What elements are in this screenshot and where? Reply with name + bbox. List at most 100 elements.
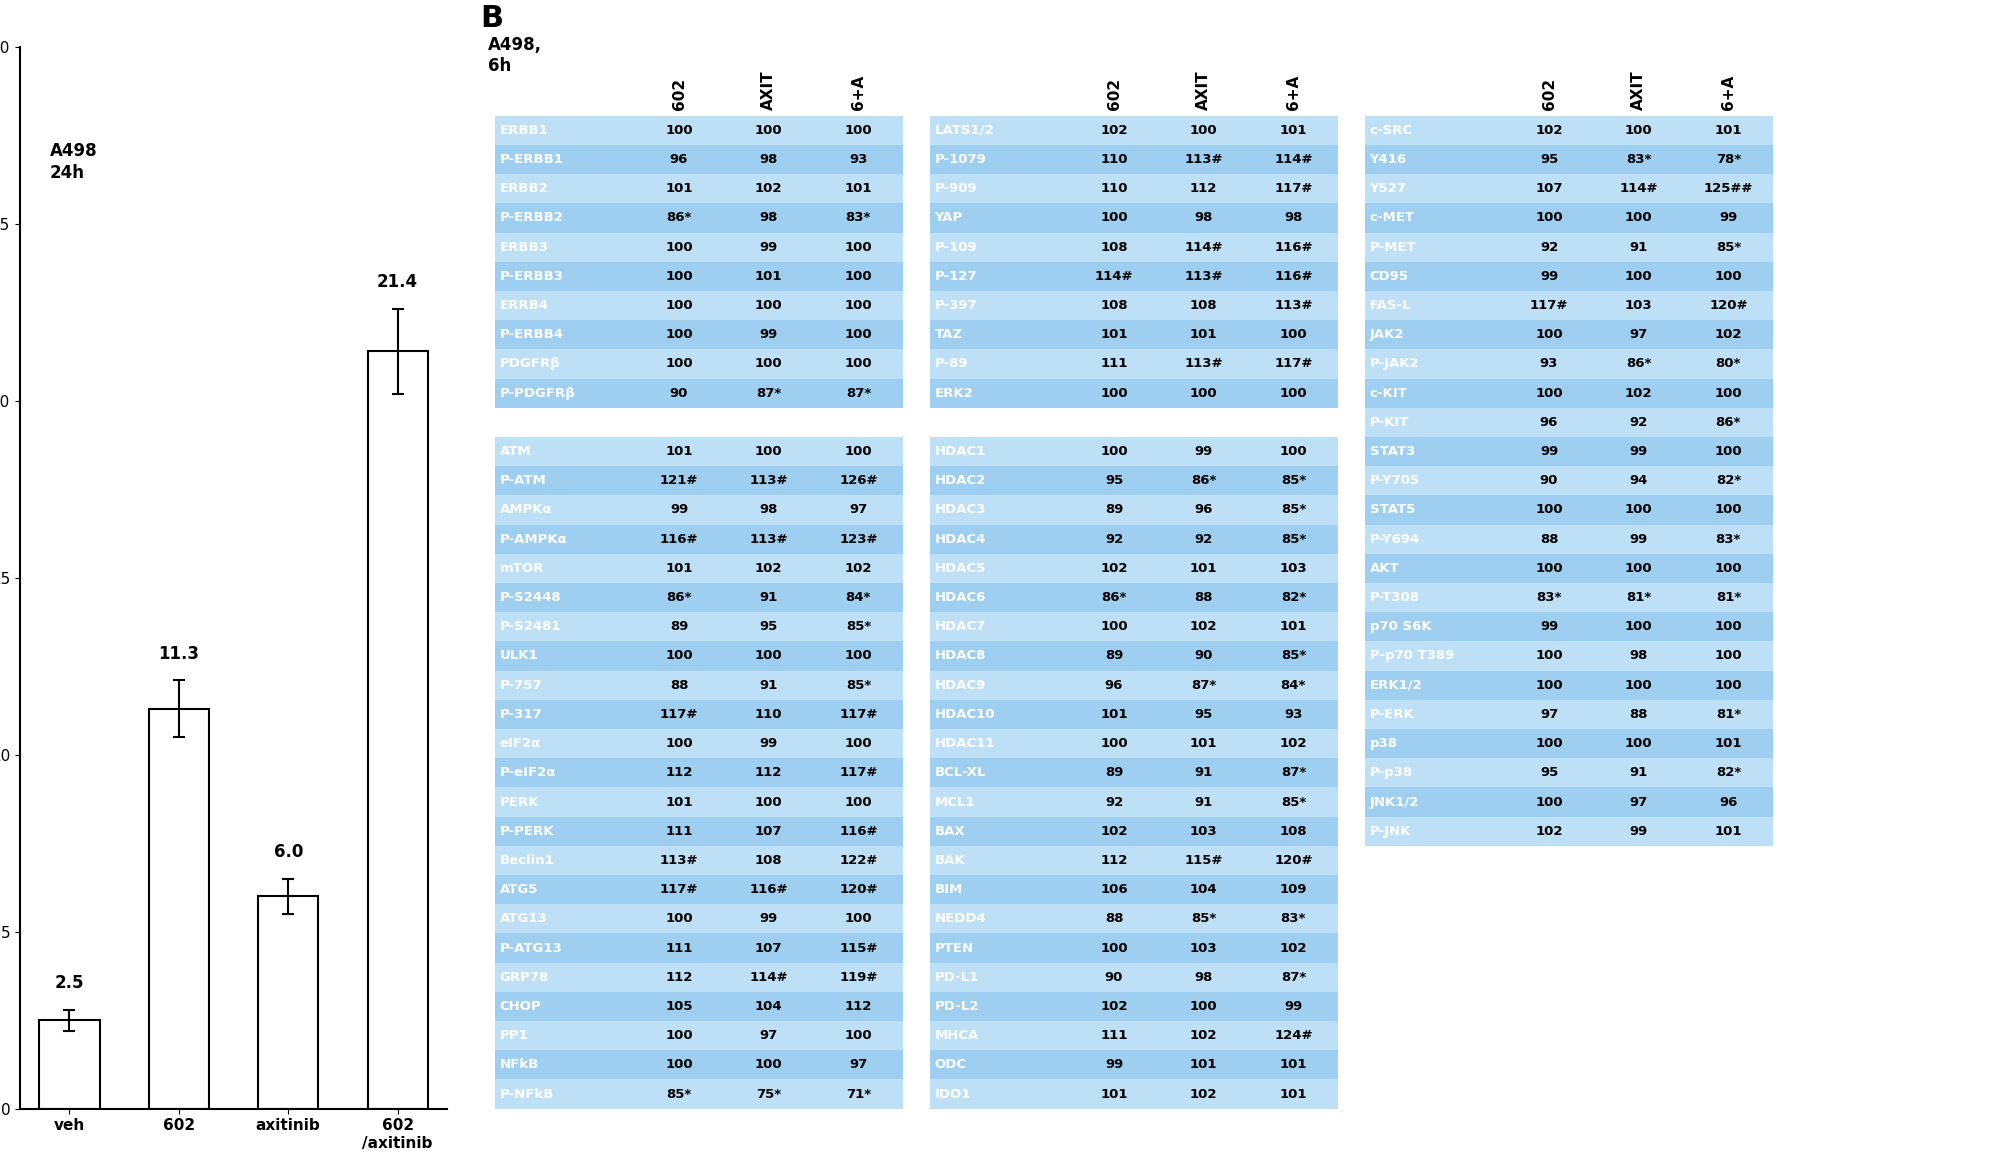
Text: 75*: 75* bbox=[756, 1088, 782, 1100]
Text: 101: 101 bbox=[1190, 738, 1218, 750]
Text: 87*: 87* bbox=[1280, 971, 1306, 984]
Text: 6+A: 6+A bbox=[1286, 75, 1300, 111]
Text: 86*: 86* bbox=[1716, 415, 1742, 428]
Text: 105: 105 bbox=[666, 1000, 692, 1013]
Text: 85*: 85* bbox=[846, 679, 872, 692]
Text: 100: 100 bbox=[844, 328, 872, 341]
Text: 93: 93 bbox=[1540, 357, 1558, 370]
Text: p38: p38 bbox=[1370, 738, 1398, 750]
Text: 101: 101 bbox=[1280, 124, 1308, 137]
Text: 100: 100 bbox=[666, 357, 692, 370]
Text: 114#: 114# bbox=[1094, 270, 1134, 282]
Text: HDAC10: HDAC10 bbox=[934, 708, 996, 721]
Text: 95: 95 bbox=[1104, 474, 1124, 488]
Text: 117#: 117# bbox=[840, 767, 878, 780]
Text: 100: 100 bbox=[754, 357, 782, 370]
Text: 116#: 116# bbox=[1274, 270, 1312, 282]
Text: 88: 88 bbox=[1104, 913, 1124, 925]
Text: mTOR: mTOR bbox=[500, 561, 544, 575]
Text: c-KIT: c-KIT bbox=[1370, 386, 1408, 399]
Text: 89: 89 bbox=[1104, 503, 1124, 517]
Text: 100: 100 bbox=[754, 445, 782, 459]
Bar bbox=[930, 466, 1338, 495]
Text: 100: 100 bbox=[1714, 270, 1742, 282]
Text: 102: 102 bbox=[1536, 124, 1562, 137]
Bar bbox=[496, 436, 904, 466]
Text: 112: 112 bbox=[844, 1000, 872, 1013]
Text: 97: 97 bbox=[760, 1029, 778, 1042]
Text: CD95: CD95 bbox=[1370, 270, 1408, 282]
Text: P-S2481: P-S2481 bbox=[500, 621, 562, 634]
Text: CHOP: CHOP bbox=[500, 1000, 542, 1013]
Bar bbox=[930, 291, 1338, 320]
Text: 100: 100 bbox=[1280, 328, 1308, 341]
Text: 100: 100 bbox=[1536, 386, 1562, 399]
Text: 108: 108 bbox=[1190, 299, 1218, 312]
Text: 97: 97 bbox=[850, 503, 868, 517]
Bar bbox=[496, 291, 904, 320]
Text: 85*: 85* bbox=[846, 621, 872, 634]
Text: YAP: YAP bbox=[934, 211, 962, 224]
Bar bbox=[496, 729, 904, 759]
Text: 89: 89 bbox=[1104, 767, 1124, 780]
Text: 114#: 114# bbox=[1620, 182, 1658, 195]
Text: ERK2: ERK2 bbox=[934, 386, 974, 399]
Text: 117#: 117# bbox=[1274, 182, 1312, 195]
Bar bbox=[1366, 116, 1774, 145]
Bar bbox=[930, 671, 1338, 700]
Bar bbox=[930, 700, 1338, 729]
Text: 100: 100 bbox=[666, 650, 692, 663]
Text: 102: 102 bbox=[844, 561, 872, 575]
Bar bbox=[1366, 145, 1774, 174]
Text: 100: 100 bbox=[1624, 621, 1652, 634]
Text: NFkB: NFkB bbox=[500, 1058, 538, 1071]
Text: 100: 100 bbox=[1536, 561, 1562, 575]
Bar bbox=[40, 1020, 100, 1109]
Text: BCL-XL: BCL-XL bbox=[934, 767, 986, 780]
Bar bbox=[148, 708, 208, 1109]
Text: 100: 100 bbox=[1190, 124, 1218, 137]
Text: AXIT: AXIT bbox=[1196, 71, 1212, 111]
Text: 124#: 124# bbox=[1274, 1029, 1312, 1042]
Text: 100: 100 bbox=[754, 124, 782, 137]
Text: 602: 602 bbox=[1542, 78, 1556, 111]
Bar bbox=[496, 116, 904, 145]
Text: ERBB2: ERBB2 bbox=[500, 182, 548, 195]
Text: ATM: ATM bbox=[500, 445, 532, 459]
Text: AXIT: AXIT bbox=[1632, 71, 1646, 111]
Text: FAS-L: FAS-L bbox=[1370, 299, 1412, 312]
Text: 80*: 80* bbox=[1716, 357, 1742, 370]
Text: P-Y705: P-Y705 bbox=[1370, 474, 1420, 488]
Text: AKT: AKT bbox=[1370, 561, 1400, 575]
Text: 100: 100 bbox=[844, 357, 872, 370]
Text: c-SRC: c-SRC bbox=[1370, 124, 1412, 137]
Text: 100: 100 bbox=[1536, 328, 1562, 341]
Bar bbox=[496, 934, 904, 963]
Text: 107: 107 bbox=[754, 825, 782, 838]
Bar bbox=[496, 992, 904, 1021]
Bar bbox=[1366, 584, 1774, 613]
Bar bbox=[930, 934, 1338, 963]
Text: 108: 108 bbox=[1100, 240, 1128, 253]
Text: 102: 102 bbox=[1280, 738, 1308, 750]
Text: 116#: 116# bbox=[660, 532, 698, 546]
Bar bbox=[496, 817, 904, 846]
Bar bbox=[1366, 232, 1774, 261]
Text: 113#: 113# bbox=[750, 532, 788, 546]
Text: 114#: 114# bbox=[1274, 153, 1312, 166]
Bar bbox=[930, 145, 1338, 174]
Bar bbox=[930, 613, 1338, 642]
Text: A498
24h: A498 24h bbox=[50, 142, 98, 182]
Bar bbox=[1366, 320, 1774, 349]
Bar bbox=[368, 351, 428, 1109]
Text: 101: 101 bbox=[1714, 825, 1742, 838]
Bar bbox=[496, 349, 904, 378]
Text: P-ERBB4: P-ERBB4 bbox=[500, 328, 564, 341]
Text: 90: 90 bbox=[670, 386, 688, 399]
Text: 116#: 116# bbox=[1274, 240, 1312, 253]
Text: P-ERBB2: P-ERBB2 bbox=[500, 211, 564, 224]
Text: 101: 101 bbox=[1714, 738, 1742, 750]
Text: P-p70 T389: P-p70 T389 bbox=[1370, 650, 1454, 663]
Text: 100: 100 bbox=[1624, 561, 1652, 575]
Text: 115#: 115# bbox=[1184, 854, 1222, 867]
